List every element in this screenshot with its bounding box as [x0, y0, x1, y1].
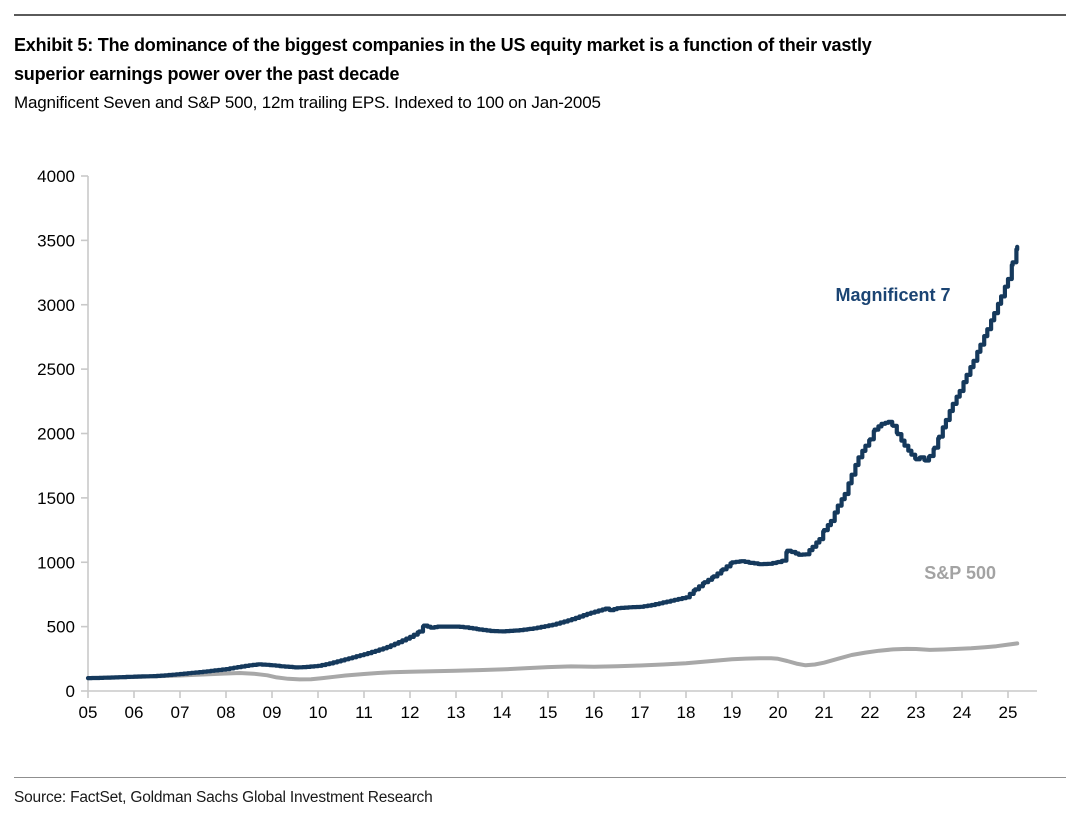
x-tick-label: 06	[125, 703, 144, 722]
source-note: Source: FactSet, Goldman Sachs Global In…	[14, 789, 433, 806]
y-tick-label: 3500	[37, 231, 75, 250]
x-tick-label: 09	[263, 703, 282, 722]
y-tick-label: 4000	[37, 167, 75, 186]
x-tick-label: 07	[171, 703, 190, 722]
top-divider	[14, 14, 1066, 16]
exhibit-title: Exhibit 5: The dominance of the biggest …	[14, 31, 1064, 89]
y-tick-label: 2000	[37, 425, 75, 444]
x-tick-label: 08	[217, 703, 236, 722]
y-tick-label: 0	[66, 682, 75, 701]
x-tick-label: 15	[539, 703, 558, 722]
sp500-line	[86, 641, 1020, 682]
x-tick-label: 16	[585, 703, 604, 722]
exhibit-subtitle: Magnificent Seven and S&P 500, 12m trail…	[14, 93, 601, 112]
x-tick-label: 23	[907, 703, 926, 722]
sp500-series-label: S&P 500	[924, 563, 996, 583]
x-tick-label: 25	[999, 703, 1018, 722]
x-tick-label: 11	[355, 703, 373, 722]
x-tick-label: 22	[861, 703, 880, 722]
exhibit-title-line2: superior earnings power over the past de…	[14, 64, 400, 84]
x-tick-label: 21	[815, 703, 834, 722]
x-tick-label: 24	[953, 703, 972, 722]
y-tick-label: 500	[47, 618, 75, 637]
x-tick-label: 05	[79, 703, 98, 722]
x-tick-label: 12	[401, 703, 420, 722]
mag7-line	[85, 244, 1020, 681]
y-tick-label: 3000	[37, 296, 75, 315]
y-tick-label: 1000	[37, 553, 75, 572]
x-tick-label: 14	[493, 703, 512, 722]
x-tick-label: 10	[309, 703, 328, 722]
y-tick-label: 1500	[37, 489, 75, 508]
x-tick-label: 18	[677, 703, 696, 722]
bottom-divider	[14, 777, 1066, 778]
mag7-series-label: Magnificent 7	[835, 285, 950, 305]
y-tick-label: 2500	[37, 360, 75, 379]
x-tick-label: 17	[631, 703, 650, 722]
x-tick-label: 20	[769, 703, 788, 722]
x-tick-label: 13	[447, 703, 466, 722]
exhibit-title-line1: Exhibit 5: The dominance of the biggest …	[14, 35, 872, 55]
x-tick-label: 19	[723, 703, 742, 722]
